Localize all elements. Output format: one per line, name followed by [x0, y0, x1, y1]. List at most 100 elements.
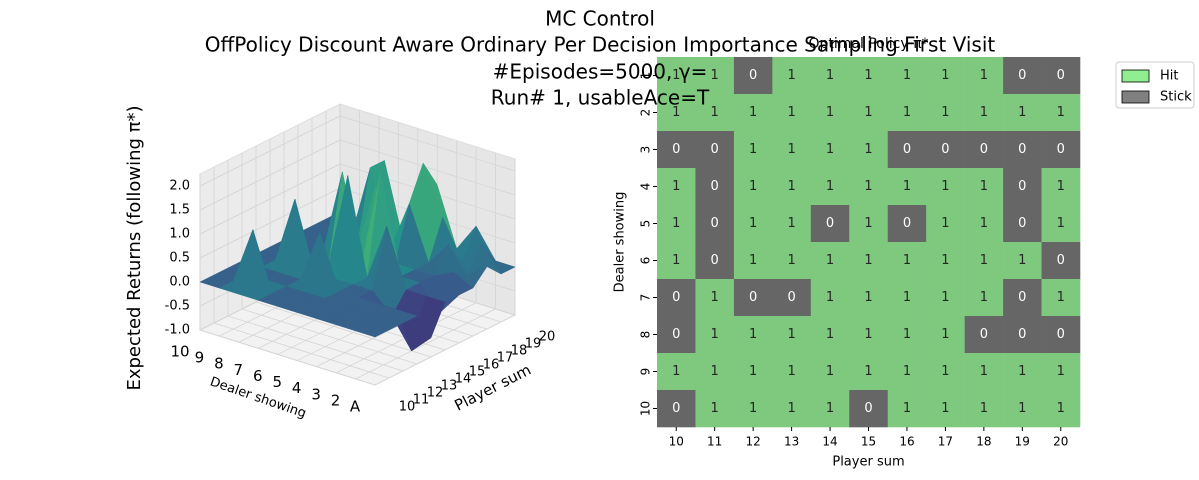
heatmap-cell	[887, 242, 927, 280]
grid-line	[199, 115, 341, 187]
cell-label: 1	[787, 401, 795, 416]
cell-label: 0	[1057, 253, 1065, 268]
cell-label: 1	[826, 105, 834, 120]
heatmap-cell	[926, 205, 965, 243]
heatmap-cell	[733, 279, 773, 317]
legend-label: Hit	[1160, 69, 1178, 84]
x-tick-label: 10	[669, 435, 684, 449]
heatmap-cell	[657, 168, 696, 206]
y-tick-label: 8	[639, 331, 653, 339]
suptitle-line: MC Control	[545, 7, 655, 31]
legend-swatch	[1121, 69, 1150, 83]
cell-label: 1	[1057, 216, 1065, 231]
y-tick-label: 6	[253, 367, 263, 385]
cell-label: 1	[826, 68, 834, 83]
suptitle-line: Run# 1, usableAce=T	[491, 86, 710, 110]
grid-line	[199, 163, 341, 235]
cell-label: 1	[941, 179, 949, 194]
cell-label: 1	[749, 142, 757, 157]
heatmap-cell	[733, 57, 773, 95]
grid-line	[339, 139, 516, 196]
cell-label: 1	[826, 401, 834, 416]
y-tick-label: 4	[639, 183, 653, 191]
cell-label: 1	[672, 179, 680, 194]
heatmap-cell	[772, 242, 812, 280]
cell-label: 0	[711, 216, 719, 231]
heatmap-cell	[810, 316, 850, 354]
cell-label: 1	[711, 327, 719, 342]
x-tick-label: 15	[469, 365, 486, 380]
x-tick-label: 13	[441, 379, 458, 394]
cell-label: 1	[941, 216, 949, 231]
cell-label: 0	[1057, 68, 1065, 83]
heatmap-cell	[733, 94, 773, 132]
heatmap-cell	[810, 390, 850, 428]
heatmap-cell	[1003, 205, 1042, 243]
grid-line	[339, 115, 516, 172]
cell-label: 1	[749, 364, 757, 379]
cell-label: 1	[903, 179, 911, 194]
heatmap-cell	[810, 131, 850, 169]
cell-label: 1	[787, 142, 795, 157]
x-tick-label: 16	[899, 435, 914, 449]
heatmap-cell	[887, 353, 927, 391]
y-tick-label: 6	[639, 257, 653, 265]
legend-swatch	[1121, 90, 1150, 104]
cell-label: 1	[1018, 253, 1026, 268]
z-tick-label: -1.0	[165, 323, 190, 338]
cell-label: 1	[980, 253, 988, 268]
heatmap-cell	[1003, 94, 1042, 132]
heatmap-cell	[772, 94, 812, 132]
heatmap-cell	[849, 353, 889, 391]
cell-label: 0	[749, 68, 757, 83]
cell-label: 1	[787, 68, 795, 83]
cell-label: 0	[711, 142, 719, 157]
z-tick-label: 1.0	[169, 227, 190, 242]
heatmap-cell	[926, 242, 965, 280]
cell-label: 1	[864, 179, 872, 194]
heatmap-cell	[733, 205, 773, 243]
heatmap-title: Optimal Policy π*	[809, 36, 929, 52]
heatmap-cell	[1041, 57, 1081, 95]
heatmap-cell	[964, 279, 1004, 317]
cell-label: 1	[941, 327, 949, 342]
heatmap-cell	[1041, 316, 1081, 354]
z-tick-label: 2.0	[169, 179, 190, 194]
x-tick-label: 11	[413, 393, 430, 408]
cell-label: 0	[672, 327, 680, 342]
cell-label: 0	[903, 142, 911, 157]
heatmap-cell	[1041, 279, 1081, 317]
y-tick-label: 3	[639, 146, 653, 154]
heatmap-cell	[1003, 57, 1042, 95]
cell-label: 1	[941, 253, 949, 268]
heatmap-cell	[695, 242, 735, 280]
heatmap-cell	[1003, 390, 1042, 428]
heatmap-cell	[849, 168, 889, 206]
grid-line	[227, 315, 404, 372]
heatmap-cell	[1041, 94, 1081, 132]
cell-label: 0	[980, 327, 988, 342]
heatmap-cell	[849, 242, 889, 280]
heatmap-cell	[810, 168, 850, 206]
cell-label: 1	[903, 364, 911, 379]
heatmap-cell	[657, 279, 696, 317]
y-tick-label: A	[350, 398, 361, 416]
x-tick-label: 19	[1015, 435, 1030, 449]
cell-label: 1	[980, 216, 988, 231]
heatmap-cell	[657, 390, 696, 428]
heatmap-cell	[887, 390, 927, 428]
cell-label: 1	[980, 290, 988, 305]
x-tick-label: 14	[455, 372, 472, 387]
heatmap-cell	[657, 205, 696, 243]
cell-label: 0	[980, 142, 988, 157]
legend-label: Stick	[1160, 90, 1192, 105]
cell-label: 1	[941, 68, 949, 83]
cell-label: 0	[941, 142, 949, 157]
heatmap-cell	[926, 57, 965, 95]
cell-label: 1	[980, 364, 988, 379]
cell-label: 1	[749, 105, 757, 120]
surface-patch	[354, 323, 390, 338]
heatmap-cell	[695, 57, 735, 95]
heatmap-cell	[964, 94, 1004, 132]
y-tick-label: 10	[170, 343, 189, 361]
